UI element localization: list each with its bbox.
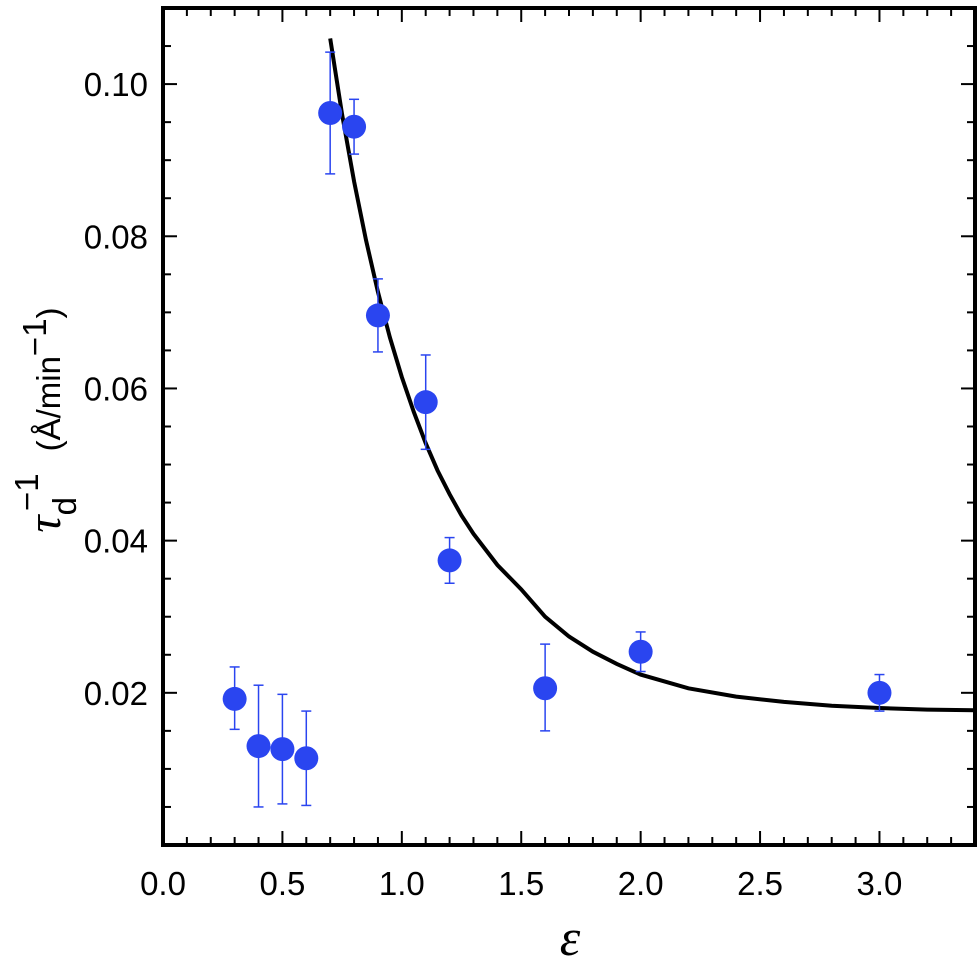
x-tick-label: 1.5 <box>498 865 544 902</box>
svg-text:τd−1(Å/min−1): τd−1(Å/min−1) <box>8 307 83 532</box>
data-marker <box>533 676 558 701</box>
data-point <box>533 643 558 732</box>
data-point <box>294 710 319 807</box>
data-point <box>365 278 390 353</box>
y-tick-labels: 0.02 0.04 0.06 0.08 0.10 <box>84 66 148 712</box>
plot-frame <box>161 6 977 847</box>
x-tick-label: 2.0 <box>618 865 664 902</box>
data-marker <box>867 680 892 705</box>
data-marker <box>437 548 462 573</box>
x-axis-title: ε <box>560 910 581 967</box>
data-point <box>413 354 438 451</box>
x-tick-label: 0.5 <box>259 865 305 902</box>
data-point <box>867 673 892 712</box>
data-point <box>318 51 343 175</box>
x-tick-label: 2.5 <box>737 865 783 902</box>
y-tick-label: 0.06 <box>84 370 148 407</box>
data-marker <box>628 639 653 664</box>
tick-marks <box>162 7 976 846</box>
data-points-layer <box>222 51 892 808</box>
x-tick-label: 0.0 <box>140 865 186 902</box>
y-tick-label: 0.08 <box>84 218 148 255</box>
x-tick-label: 3.0 <box>857 865 903 902</box>
data-point <box>342 98 367 155</box>
data-marker <box>222 686 247 711</box>
data-marker <box>342 114 367 139</box>
data-point <box>222 666 247 731</box>
data-marker <box>365 303 390 328</box>
data-point <box>628 631 653 673</box>
x-tick-labels: 0.0 0.5 1.0 1.5 2.0 2.5 3.0 <box>140 865 902 902</box>
data-marker <box>294 746 319 771</box>
y-tick-label: 0.10 <box>84 66 148 103</box>
data-marker <box>246 734 271 759</box>
data-marker <box>318 101 343 126</box>
data-point <box>437 536 462 584</box>
data-point <box>270 693 295 805</box>
y-tick-label: 0.02 <box>84 675 148 712</box>
data-point <box>246 684 271 808</box>
y-tick-label: 0.04 <box>84 523 148 560</box>
fit-curve-layer <box>328 38 976 713</box>
data-marker <box>270 737 295 762</box>
x-tick-label: 1.0 <box>379 865 425 902</box>
fit-curve <box>328 38 976 713</box>
data-marker <box>413 390 438 415</box>
y-axis-title: τd−1(Å/min−1) <box>8 307 83 532</box>
